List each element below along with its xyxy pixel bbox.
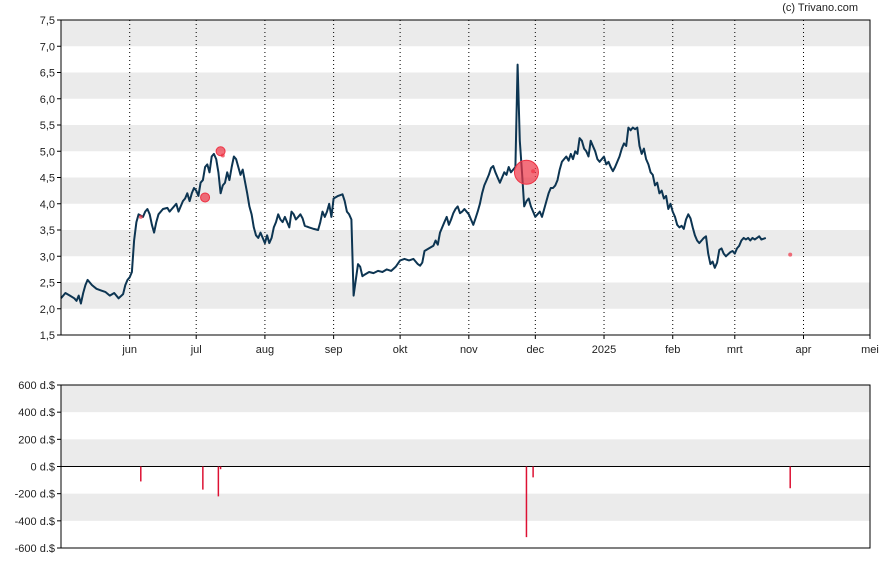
volume-y-tick-label: -200 d.$ — [15, 489, 55, 501]
y-tick-label: 6,0 — [40, 94, 55, 106]
transaction-marker — [220, 153, 225, 158]
price-band — [61, 125, 870, 152]
transaction-marker — [531, 169, 536, 174]
y-tick-label: 5,5 — [40, 120, 55, 132]
transaction-marker — [200, 192, 211, 203]
volume-band — [61, 493, 870, 521]
price-y-axis: 7,5 7,0 6,5 6,0 5,5 5,0 4,5 4,0 3,5 3,0 2,5 2,0 1,5 — [40, 15, 61, 342]
transaction-marker — [513, 159, 539, 185]
x-tick-label: sep — [325, 344, 343, 356]
price-line — [60, 63, 767, 305]
x-tick-label: jul — [190, 344, 202, 356]
x-tick-label: feb — [665, 344, 680, 356]
transaction-marker — [788, 252, 793, 257]
x-tick-label: nov — [460, 344, 478, 356]
volume-y-tick-label: -600 d.$ — [15, 543, 55, 555]
y-tick-label: 5,0 — [40, 146, 55, 158]
y-tick-label: 7,5 — [40, 15, 55, 27]
x-tick-label: apr — [796, 344, 812, 356]
volume-y-tick-label: 400 d.$ — [18, 407, 55, 419]
volume-chart-panel: 600 d.$ 400 d.$ 200 d.$ 0 d.$ -200 d.$ -400 d… — [15, 380, 871, 555]
x-tick-label: dec — [526, 344, 544, 356]
source-credit: (c) Trivano.com — [782, 2, 858, 14]
y-tick-label: 2,0 — [40, 304, 55, 316]
transaction-markers — [138, 146, 793, 257]
price-chart-panel: 7,57,06,56,05,55,04,54,03,53,02,52,01,5 … — [40, 15, 879, 356]
x-tick-label: 2025 — [592, 344, 616, 356]
price-x-axis: jun jul aug sep okt nov dec 2025 feb mrt apr mei — [121, 335, 879, 356]
y-tick-label: 3,0 — [40, 251, 55, 263]
volume-y-tick-label: 200 d.$ — [18, 434, 55, 446]
x-tick-label: mrt — [727, 344, 743, 356]
price-background-bands — [61, 20, 870, 309]
price-band — [61, 230, 870, 257]
volume-y-axis: 600 d.$ 400 d.$ 200 d.$ 0 d.$ -200 d.$ -400 d… — [15, 380, 61, 555]
price-band — [61, 72, 870, 99]
volume-y-tick-label: -400 d.$ — [15, 516, 55, 528]
x-tick-label: jun — [121, 344, 137, 356]
y-tick-label: 4,0 — [40, 199, 55, 211]
y-tick-label: 3,5 — [40, 225, 55, 237]
volume-bars — [140, 466, 791, 538]
y-tick-label: 1,5 — [40, 330, 55, 342]
x-tick-label: mei — [861, 344, 879, 356]
price-band — [61, 177, 870, 204]
x-tick-label: aug — [256, 344, 274, 356]
volume-band — [61, 439, 870, 467]
price-band — [61, 20, 870, 47]
y-tick-label: 6,5 — [40, 68, 55, 80]
transaction-marker — [138, 214, 143, 219]
y-tick-label: 4,5 — [40, 173, 55, 185]
volume-y-tick-label: 0 d.$ — [31, 462, 55, 474]
volume-band — [61, 385, 870, 413]
price-band — [61, 282, 870, 309]
volume-y-tick-label: 600 d.$ — [18, 380, 55, 392]
volume-background-bands — [61, 385, 870, 521]
y-tick-label: 2,5 — [40, 278, 55, 290]
price-month-gridlines — [129, 20, 805, 335]
y-tick-label: 7,0 — [40, 41, 55, 53]
x-tick-label: okt — [393, 344, 408, 356]
